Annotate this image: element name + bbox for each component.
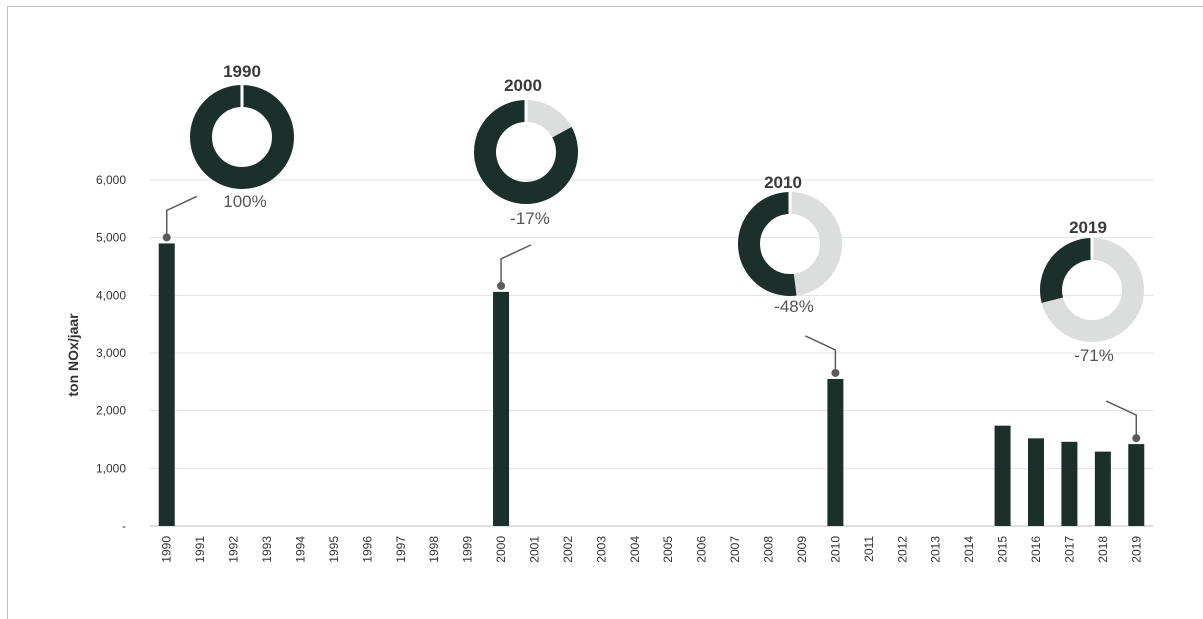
x-tick-label: 2016 [1029,536,1043,563]
leader-line [805,335,837,373]
x-tick-label: 1998 [427,536,441,563]
x-tick-label: 1999 [461,536,475,563]
leader-dot [1132,434,1141,443]
leader-dot [831,368,840,377]
x-tick-label: 1992 [227,536,241,563]
y-tick-label: 2,000 [96,404,126,418]
x-tick-label: 2010 [828,536,842,563]
x-tick-label: 1997 [394,536,408,563]
x-tick-label: 1995 [327,536,341,563]
chart-frame [7,6,1203,619]
y-axis: - 1,000 2,000 3,000 4,000 5,000 6,000 [96,173,126,533]
donut-1990: 1990 100% [162,62,294,242]
bar-2017 [1061,441,1078,526]
bar-2016 [1027,438,1044,526]
donut-2010: 2010 -48% [738,173,842,377]
donut-share [1040,238,1093,303]
x-tick-label: 2012 [895,536,909,563]
donut-share [190,85,294,189]
bar-2015 [994,425,1011,526]
x-tick-label: 2014 [962,536,976,563]
bar-2018 [1094,451,1111,526]
pct-change-label: -17% [510,209,550,228]
donut-year-label: 1990 [223,62,261,81]
donut-year-label: 2010 [764,173,802,192]
leader-line [1105,400,1138,439]
pct-change-label: -71% [1074,346,1114,365]
y-tick-label: 4,000 [96,288,126,302]
leader-line [165,195,198,238]
leader-line [500,244,532,286]
donut-2019: 2019 -71% [1040,218,1144,443]
donut-year-label: 2019 [1069,218,1107,237]
x-tick-label: 2002 [561,536,575,563]
x-tick-label: 2011 [862,536,876,562]
x-axis: 1990 1991 1992 1993 1994 1995 1996 1997 1998 1999… [160,536,1144,563]
y-tick-label: 5,000 [96,231,126,245]
leader-dot [497,281,506,290]
y-axis-label: ton NOx/jaar [65,313,81,397]
donut-2000: 2000 -17% [474,76,578,290]
x-tick-label: 1994 [293,536,307,563]
x-tick-label: 2003 [594,536,608,563]
x-tick-label: 2000 [494,536,508,563]
grid-lines [150,179,1153,527]
pct-change-label: -48% [774,297,814,316]
y-tick-label: 3,000 [96,346,126,360]
x-tick-label: 2009 [795,536,809,563]
y-tick-label: - [122,519,126,533]
x-tick-label: 2015 [996,536,1010,563]
y-tick-label: 1,000 [96,461,126,475]
x-tick-label: 1990 [160,536,174,563]
bar-2000 [493,291,510,526]
x-tick-label: 2005 [661,536,675,563]
pct-change-label: 100% [223,192,266,211]
x-tick-label: 2001 [527,536,541,563]
x-tick-label: 1993 [260,536,274,563]
x-tick-label: 1996 [360,536,374,563]
x-tick-label: 2017 [1062,536,1076,563]
donut-year-label: 2000 [504,76,542,95]
bar-2010 [827,378,844,526]
x-tick-label: 2007 [728,536,742,563]
x-tick-label: 2018 [1096,536,1110,563]
bars [158,243,1145,526]
y-tick-label: 6,000 [96,173,126,187]
x-tick-label: 1991 [193,536,207,563]
x-tick-label: 2004 [628,536,642,563]
donut-share [738,192,797,296]
leader-dot [162,233,171,242]
x-tick-label: 2013 [929,536,943,563]
donut-annotations: 1990 100% 2000 -17% 2010 -48% 2019 -71% [162,62,1144,443]
bar-2019 [1128,444,1145,526]
bar-1990 [158,243,175,526]
x-tick-label: 2019 [1129,536,1143,563]
x-tick-label: 2008 [762,536,776,563]
donut-share [474,100,578,204]
x-tick-label: 2006 [695,536,709,563]
